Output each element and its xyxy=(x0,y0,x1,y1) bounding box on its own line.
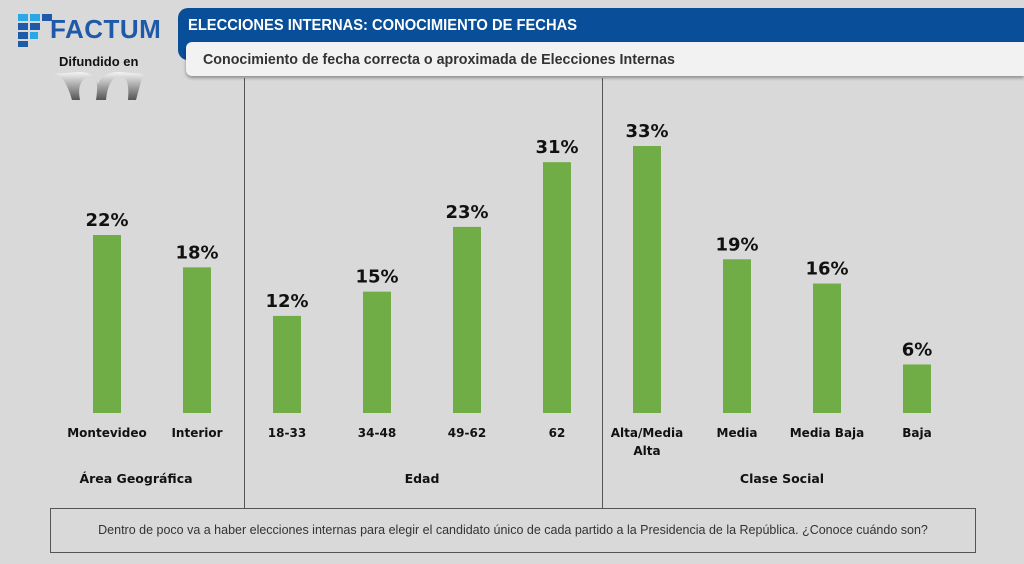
bar xyxy=(363,291,391,413)
question-box: Dentro de poco va a haber elecciones int… xyxy=(50,508,976,553)
media-logo-icon xyxy=(52,72,143,100)
category-label: Baja xyxy=(902,426,931,440)
bar xyxy=(453,226,481,413)
bar xyxy=(93,235,121,413)
group-divider xyxy=(244,78,245,508)
data-label: 16% xyxy=(805,259,848,280)
bar xyxy=(543,162,571,413)
data-label: 15% xyxy=(355,267,398,288)
bar xyxy=(633,146,661,413)
category-label: Montevideo xyxy=(67,426,147,440)
data-label: 19% xyxy=(715,234,758,255)
group-divider xyxy=(602,78,603,508)
bar xyxy=(903,364,931,413)
category-label: Alta/Media Alta xyxy=(611,426,684,458)
data-label: 23% xyxy=(445,202,488,223)
data-label: 22% xyxy=(85,210,128,231)
category-label: 18-33 xyxy=(268,426,306,440)
data-label: 31% xyxy=(535,137,578,158)
group-label: Área Geográfica xyxy=(79,471,192,486)
data-label: 18% xyxy=(175,242,218,263)
diffused-label: Difundido en xyxy=(59,54,139,69)
category-label: 49-62 xyxy=(448,426,486,440)
brand-name: FACTUM xyxy=(50,14,162,44)
question-text: Dentro de poco va a haber elecciones int… xyxy=(98,523,928,537)
category-label: 34-48 xyxy=(358,426,396,440)
group-label: Edad xyxy=(405,471,440,486)
page-title: ELECCIONES INTERNAS: CONOCIMIENTO DE FEC… xyxy=(188,17,578,34)
bar xyxy=(273,315,301,413)
bar xyxy=(813,283,841,413)
subtitle-bar xyxy=(186,42,1024,76)
bar xyxy=(183,267,211,413)
category-label: Interior xyxy=(171,426,222,440)
bar xyxy=(723,259,751,413)
factum-logo-icon xyxy=(18,14,52,47)
category-label: Media Baja xyxy=(790,426,865,440)
group-label: Clase Social xyxy=(740,471,824,486)
category-label: Media xyxy=(717,426,758,440)
data-label: 12% xyxy=(265,291,308,312)
category-label: 62 xyxy=(549,426,566,440)
factum-logo xyxy=(16,12,176,52)
chart-subtitle: Conocimiento de fecha correcta o aproxim… xyxy=(203,51,675,68)
data-label: 6% xyxy=(902,339,933,360)
data-label: 33% xyxy=(625,121,668,142)
